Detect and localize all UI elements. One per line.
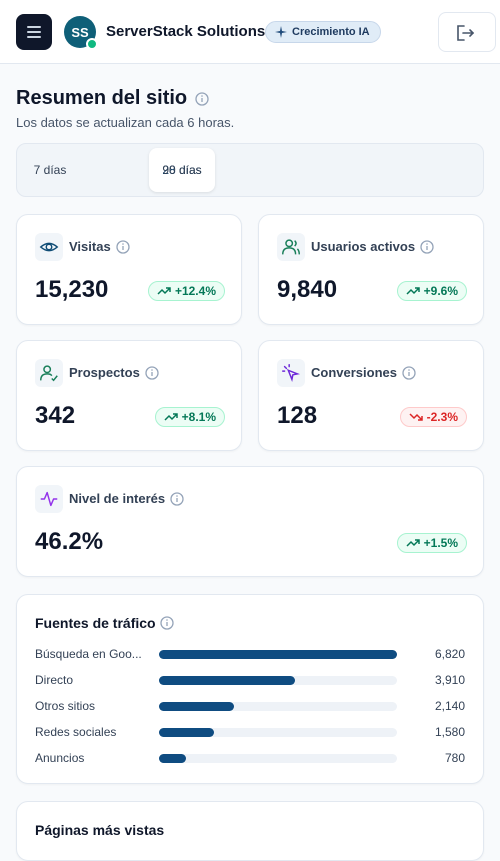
top-pages-title: Páginas más vistas [35, 822, 165, 838]
metric-card: Nivel de interés 46.2% +1.5% [16, 466, 484, 577]
source-name: Otros sitios [35, 699, 96, 713]
metric-label: Visitas [69, 239, 111, 254]
bar-track [159, 728, 397, 737]
info [402, 366, 416, 380]
info-icon [169, 491, 185, 507]
icon [282, 364, 300, 382]
icon [40, 491, 58, 507]
bar [159, 676, 296, 685]
metric-label: Conversiones [311, 365, 397, 380]
change-text: +12.4% [174, 284, 216, 298]
change-badge: +1.5% [396, 533, 467, 553]
info [420, 240, 434, 254]
metric-label: Nivel de interés [69, 491, 166, 506]
logout-icon [457, 25, 475, 41]
trend-icon [406, 287, 420, 295]
info [116, 240, 130, 254]
metric-icon [35, 233, 63, 261]
info [145, 366, 159, 380]
badge-text: Crecimiento IA [292, 26, 370, 38]
top-pages-card: Páginas más vistas [16, 801, 484, 861]
metric-icon [277, 233, 305, 261]
source-value: 3,910 [434, 673, 465, 687]
info [170, 492, 184, 506]
metric-value: 342 [35, 402, 76, 429]
tab[interactable]: 7 días [33, 163, 67, 177]
icon [39, 242, 59, 252]
metric-value: 15,230 [35, 276, 109, 303]
icon [40, 365, 58, 382]
metric-card: Usuarios activos 9,840 +9.6% [258, 214, 484, 325]
tab-bar: 7 días 28 días 90 días [16, 143, 484, 197]
metric-value: 46.2% [35, 528, 104, 555]
status-dot [86, 38, 98, 50]
change-text: +1.5% [423, 536, 458, 550]
bar-track [159, 702, 397, 711]
menu-button[interactable] [16, 14, 52, 50]
change-badge: +8.1% [154, 407, 225, 427]
avatar-initials: SS [71, 24, 89, 40]
menu-icon [27, 26, 41, 38]
trend-icon [164, 413, 178, 421]
badge: Crecimiento IA [265, 21, 381, 43]
icon [282, 239, 300, 255]
source-value: 1,580 [434, 725, 465, 739]
metric-icon [277, 359, 305, 387]
sparkle-icon [275, 26, 287, 38]
metric-label: Prospectos [69, 365, 140, 380]
change-text: +8.1% [181, 410, 216, 424]
metric-card: Prospectos 342 +8.1% [16, 340, 242, 451]
info-icon [419, 239, 435, 255]
source-value: 780 [444, 751, 465, 765]
top-bar: SS ServerStack Solutions Crecimiento IA [0, 0, 500, 64]
bar [159, 650, 397, 659]
change-badge: +12.4% [147, 281, 225, 301]
bar [159, 702, 234, 711]
info-icon [195, 92, 209, 106]
traffic-title: Fuentes de tráfico [35, 615, 156, 631]
source-name: Anuncios [35, 751, 85, 765]
source-name: Redes sociales [35, 725, 117, 739]
bar-track [159, 754, 397, 763]
metric-icon [35, 485, 63, 513]
trend-icon [409, 413, 423, 421]
change-text: -2.3% [426, 410, 458, 424]
logout-button[interactable] [438, 12, 496, 52]
source-value: 6,820 [434, 647, 465, 661]
summary-title: Resumen del sitio [16, 87, 188, 109]
metric-value: 128 [277, 402, 318, 429]
tab[interactable]: 28 días [149, 148, 215, 192]
info-icon [115, 239, 131, 255]
metric-card: Visitas 15,230 +12.4% [16, 214, 242, 325]
summary-subtitle: Los datos se actualizan cada 6 horas. [16, 115, 235, 130]
change-badge: -2.3% [399, 407, 467, 427]
trend-icon [157, 287, 171, 295]
info-icon [401, 365, 417, 381]
change-text: +9.6% [423, 284, 458, 298]
metric-icon [35, 359, 63, 387]
info-icon [144, 365, 160, 381]
bar [159, 754, 187, 763]
source-name: Directo [35, 673, 74, 687]
metric-card: Conversiones 128 -2.3% [258, 340, 484, 451]
metric-label: Usuarios activos [311, 239, 416, 254]
tab[interactable]: 90 días [162, 163, 202, 177]
trend-icon [406, 539, 420, 547]
company-name: ServerStack Solutions [106, 23, 266, 40]
traffic-card: Fuentes de tráfico Búsqueda en Goo... 6,8… [16, 594, 484, 784]
info-icon [160, 616, 174, 630]
metric-value: 9,840 [277, 276, 338, 303]
bar [159, 728, 215, 737]
source-name: Búsqueda en Goo... [35, 647, 142, 661]
source-value: 2,140 [434, 699, 465, 713]
change-badge: +9.6% [396, 281, 467, 301]
